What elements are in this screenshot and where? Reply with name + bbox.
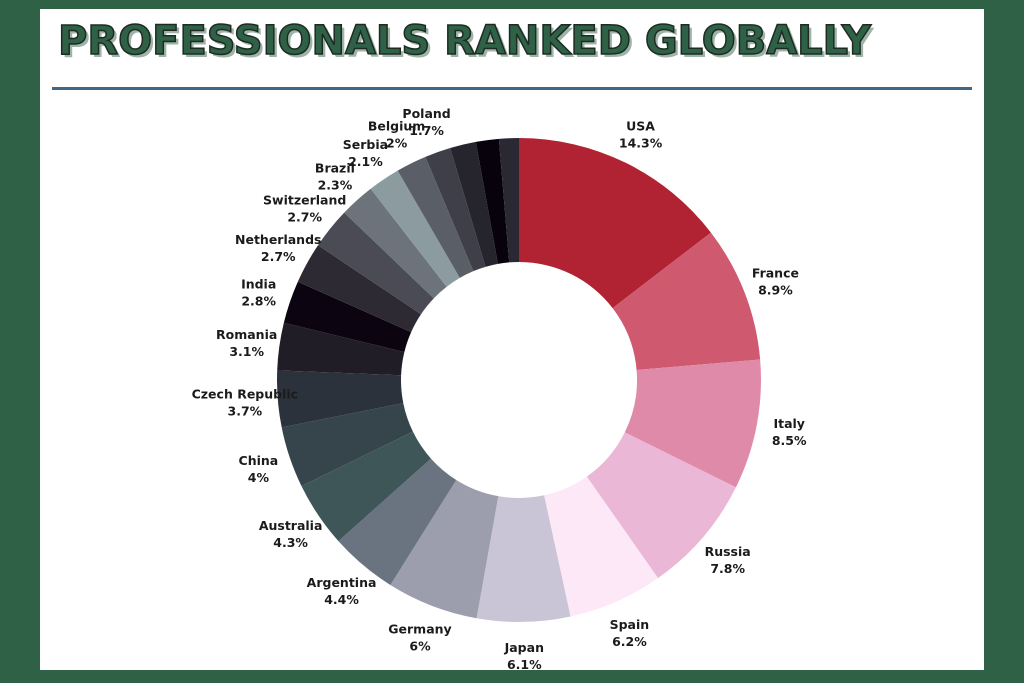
donut-slice [283,281,412,353]
slice-label: Romania 3.1% [216,327,277,359]
slice-label: Australia 4.3% [259,518,323,550]
slice-percent: 3.7% [228,404,263,419]
slice-label: Germany 6% [388,622,451,654]
slice-country: France [752,266,799,281]
slice-label: Argentina 4.4% [307,575,377,607]
slice-label: Italy 8.5% [772,416,807,448]
slice-country: Belgium [368,119,425,134]
slice-country: Poland [402,106,450,121]
slice-country: USA [626,118,655,133]
slice-label: Russia 7.8% [705,544,751,576]
donut-slice [544,476,658,617]
donut-slice [281,403,413,486]
slice-percent: 6.1% [507,657,542,672]
donut-slice [476,495,571,622]
slice-label: Serbia 2.1% [343,137,388,169]
slice-country: Argentina [307,575,377,590]
slice-percent: 2.3% [318,178,353,193]
donut-slice [519,138,711,309]
slice-country: Italy [773,416,805,431]
slice-label: USA 14.3% [619,118,663,150]
slice-percent: 14.3% [619,135,663,150]
donut-slice [425,147,486,272]
slice-label: Poland 1.7% [402,106,450,138]
slice-country: Spain [610,617,650,632]
slice-label: Switzerland 2.7% [263,193,346,225]
slice-country: Serbia [343,137,388,152]
donut-slice [586,432,736,579]
slice-percent: 2% [386,136,408,151]
slice-country: India [241,276,276,291]
slice-country: Japan [504,640,544,655]
donut-slice [297,245,422,333]
slice-label: Czech Republic 3.7% [192,387,298,419]
slice-country: Switzerland [263,193,346,208]
slice-percent: 8.9% [758,283,793,298]
slice-country: Netherlands [235,232,321,247]
slice-label: Brazil 2.3% [315,161,355,193]
donut-slice [475,138,510,264]
donut-slice [301,431,431,542]
slice-percent: 7.8% [710,561,745,576]
slice-label: Spain 6.2% [610,617,650,649]
slice-label: China 4% [239,453,279,485]
chart-title: PROFESSIONALS RANKED GLOBALLY [57,17,871,65]
slice-country: Czech Republic [192,387,298,402]
slice-percent: 4.4% [324,592,359,607]
slice-country: Romania [216,327,277,342]
slice-country: Russia [705,544,751,559]
slice-percent: 8.5% [772,433,807,448]
slice-percent: 6.2% [612,634,647,649]
slice-label: Belgium 2% [368,119,425,151]
donut-slice [390,479,499,619]
slice-country: Germany [388,622,451,637]
slice-percent: 2.7% [287,210,322,225]
donut-slice [344,188,447,299]
donut-slice [318,212,434,315]
donut-slice [277,370,404,428]
donut-labels: USA 14.3% France 8.9% Italy 8.5% Russia 7.8% Spa… [192,106,807,672]
slice-percent: 4.3% [273,535,308,550]
donut-slice [612,232,761,370]
slice-label: France 8.9% [752,266,799,298]
donut-slice [624,359,761,488]
slice-country: Brazil [315,161,355,176]
donut-slices [277,138,761,622]
donut-slice [277,322,405,376]
slice-percent: 3.1% [229,344,264,359]
slice-label: Netherlands 2.7% [235,232,321,264]
slice-percent: 2.1% [348,154,383,169]
donut-slice [498,138,519,263]
donut-slice [338,458,457,585]
slice-label: India 2.8% [241,276,276,308]
donut-slice [450,141,498,267]
slice-percent: 2.8% [241,293,276,308]
slice-country: Australia [259,518,323,533]
slice-percent: 1.7% [409,123,444,138]
slice-country: China [239,453,279,468]
slice-label: Japan 6.1% [504,640,544,672]
slice-percent: 2.7% [261,249,296,264]
slice-percent: 6% [409,639,431,654]
title-divider [52,87,972,90]
slice-percent: 4% [248,470,270,485]
donut-slice [370,170,460,287]
donut-slice [397,156,474,278]
